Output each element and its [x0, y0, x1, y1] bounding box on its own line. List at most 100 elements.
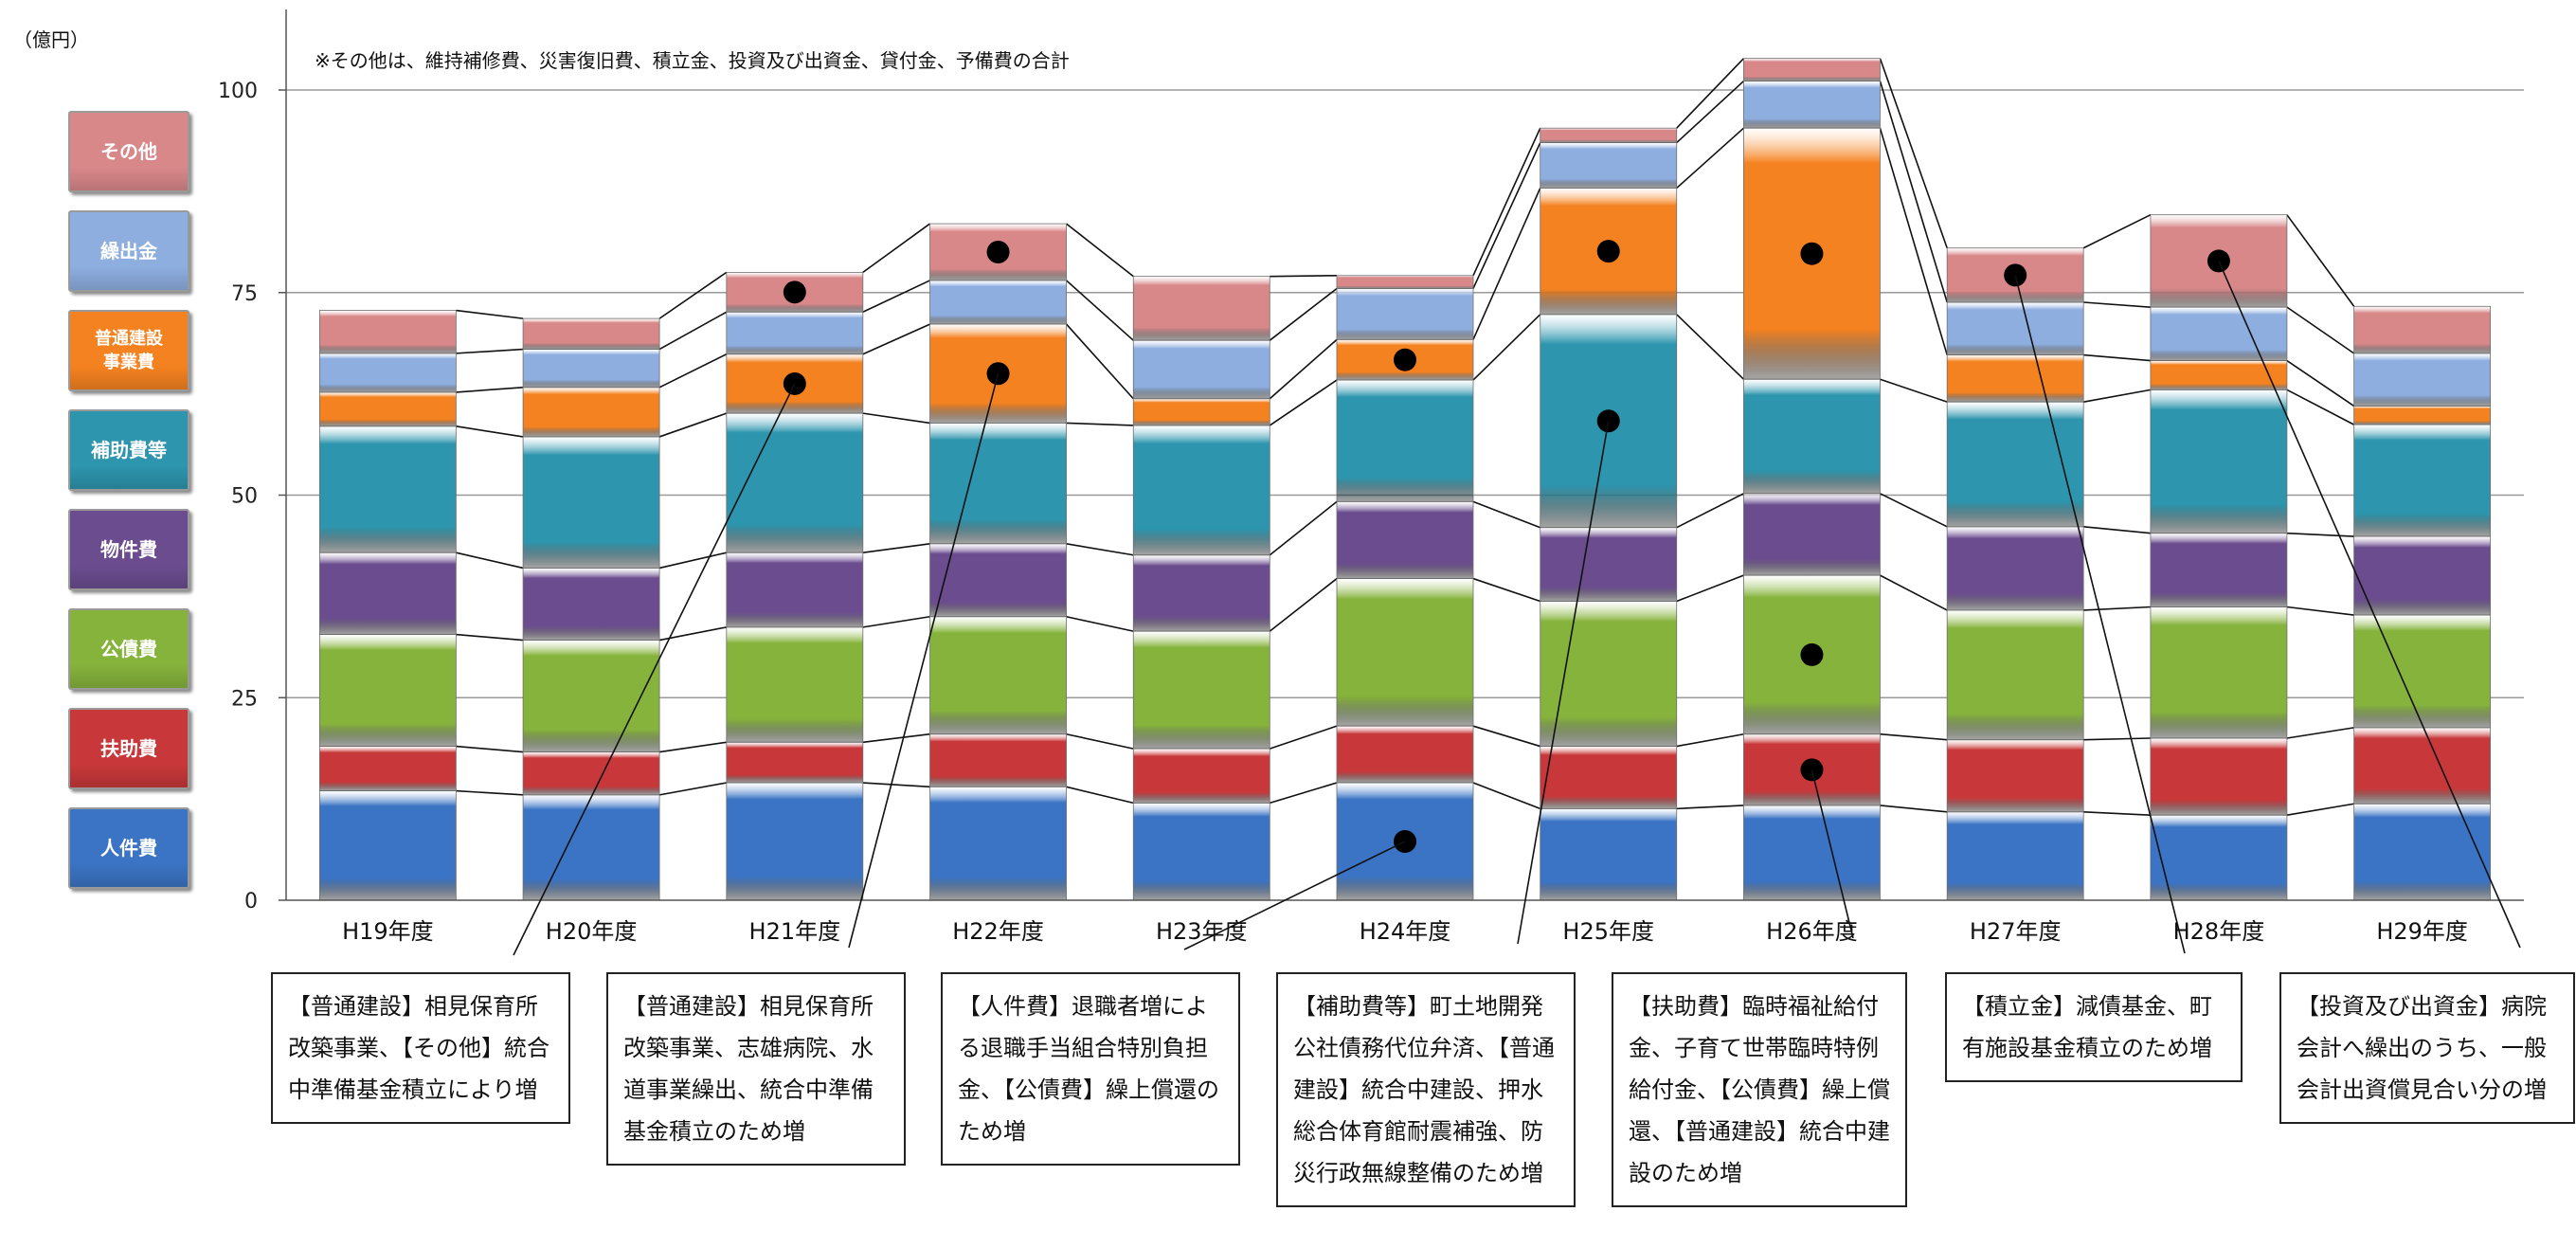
- bar-segment: [1132, 398, 1270, 426]
- bar-segment: [1743, 493, 1881, 576]
- bar-segment: [1132, 276, 1270, 341]
- x-tick-label: H29年度: [2376, 918, 2468, 945]
- callout-h22: 【人件費】退職者増による退職手当組合特別負担金、【公債費】繰上償還のため増: [941, 972, 1240, 1166]
- bar-segment: [522, 436, 660, 569]
- bar-segment: [1336, 725, 1474, 784]
- bar-segment: [1132, 803, 1270, 901]
- series-connector-line: [1472, 577, 1540, 603]
- bar-segment: [2353, 353, 2492, 407]
- callout-h24: 【補助費等】町土地開発公社債務代位弁済、【普通建設】統合中建設、押水総合体育館耐…: [1276, 972, 1576, 1207]
- series-connector-line: [1269, 500, 1338, 556]
- callout-text: 【普通建設】相見保育所改築事業、【その他】統合中準備基金積立により増: [288, 993, 549, 1103]
- bar-segment: [726, 782, 864, 901]
- callout-h26: 【扶助費】臨時福祉給付金、子育て世帯臨時特例給付金、【公債費】繰上償還、【普通建…: [1612, 972, 1907, 1207]
- series-connector-line: [1066, 543, 1134, 556]
- series-connector-line: [1472, 725, 1540, 748]
- bar-segment: [2353, 727, 2492, 805]
- bar-segment: [1743, 378, 1881, 495]
- series-connector-line: [1472, 314, 1541, 381]
- series-connector-line: [1472, 188, 1541, 340]
- x-tick-label: H22年度: [952, 918, 1044, 945]
- series-connector-line: [1676, 314, 1745, 380]
- bar-segment: [2150, 737, 2288, 816]
- series-connector-line: [456, 348, 524, 354]
- x-tick-label: H20年度: [546, 918, 638, 945]
- series-connector-line: [1066, 615, 1134, 632]
- bar-segment: [1743, 58, 1881, 81]
- bar-segment: [318, 552, 457, 635]
- callout-leader-line: [2014, 275, 2186, 954]
- legend-item-personnel: 人件費: [68, 807, 189, 889]
- x-tick-label: H27年度: [1970, 918, 2062, 945]
- callout-text: 【補助費等】町土地開発公社債務代位弁済、【普通建設】統合中建設、押水総合体育館耐…: [1293, 993, 1555, 1186]
- bar-segment: [2353, 406, 2492, 425]
- series-connector-line: [658, 311, 728, 351]
- series-connector-line: [1270, 782, 1338, 805]
- bar-segment: [1132, 630, 1270, 750]
- series-connector-line: [1879, 81, 1948, 303]
- series-connector-line: [2286, 359, 2355, 407]
- callout-text: 【扶助費】臨時福祉給付金、子育て世帯臨時特例給付金、【公債費】繰上償還、【普通建…: [1629, 993, 1890, 1186]
- bar-segment: [2150, 306, 2288, 361]
- x-tick-label: H21年度: [749, 918, 841, 945]
- bar-segment: [726, 741, 864, 784]
- series-connector-line: [1269, 287, 1338, 341]
- series-connector-line: [2083, 353, 2151, 362]
- series-connector-line: [658, 782, 727, 796]
- series-connector-line: [1676, 805, 1744, 810]
- bar-segment: [318, 746, 457, 791]
- series-connector-line: [1066, 223, 1134, 278]
- series-connector-line: [1472, 127, 1541, 277]
- bar-segment: [929, 280, 1067, 325]
- callout-text: 【普通建設】相見保育所改築事業、志雄病院、水道事業繰出、統合中準備基金積立のため…: [623, 993, 874, 1145]
- bar-segment: [1946, 609, 2084, 741]
- bar-segment: [318, 391, 457, 427]
- callout-leader-line: [1810, 769, 1854, 939]
- bar-segment: [1743, 805, 1881, 901]
- y-tick-label: 50: [231, 485, 258, 509]
- legend-label: 普通建設 事業費: [95, 328, 163, 372]
- bar-segment: [1946, 811, 2084, 901]
- bar-segment: [318, 310, 457, 354]
- bar-segment: [726, 626, 864, 743]
- bar-segment: [522, 387, 660, 438]
- bar-segment: [1540, 601, 1678, 747]
- series-connector-line: [862, 412, 930, 425]
- series-connector-line: [658, 353, 728, 389]
- series-connector-line: [1880, 574, 1948, 611]
- bar-segment: [929, 616, 1067, 735]
- series-connector-line: [862, 615, 930, 628]
- y-tick-label: 75: [231, 282, 258, 306]
- legend-item-construction: 普通建設 事業費: [68, 310, 189, 391]
- callout-leader-line: [513, 383, 796, 956]
- series-connector-line: [1269, 577, 1338, 632]
- bar-segment: [2150, 360, 2288, 390]
- series-connector-line: [1472, 500, 1541, 529]
- series-connector-line: [1066, 733, 1134, 750]
- series-connector-line: [1879, 127, 1948, 355]
- series-connector-line: [1880, 805, 1948, 813]
- series-connector-line: [1880, 378, 1948, 403]
- series-connector-line: [1676, 493, 1744, 529]
- series-connector-line: [456, 552, 524, 570]
- bar-segment: [2353, 305, 2492, 354]
- series-connector-line: [1270, 274, 1338, 278]
- series-connector-line: [862, 782, 930, 788]
- bar-segment: [1132, 425, 1270, 556]
- series-connector-line: [2082, 213, 2152, 249]
- bar-segment: [2353, 424, 2492, 537]
- bar-segment: [929, 543, 1067, 618]
- callout-h29: 【投資及び出資金】病院会計へ繰出のうち、一般会計出資償見合い分の増: [2279, 972, 2575, 1124]
- series-connector-line: [2083, 526, 2151, 534]
- legend-item-debt: 公債費: [68, 608, 189, 690]
- highlight-marker: [1394, 348, 1416, 371]
- legend-label: 人件費: [100, 837, 157, 859]
- series-connector-line: [658, 271, 728, 319]
- bar-segment: [929, 423, 1067, 545]
- bar-segment: [1336, 500, 1474, 579]
- series-connector-line: [658, 741, 727, 753]
- bar-segment: [522, 568, 660, 641]
- bar-segment: [1946, 526, 2084, 611]
- bar-segment: [318, 790, 457, 901]
- series-connector-line: [2286, 606, 2354, 616]
